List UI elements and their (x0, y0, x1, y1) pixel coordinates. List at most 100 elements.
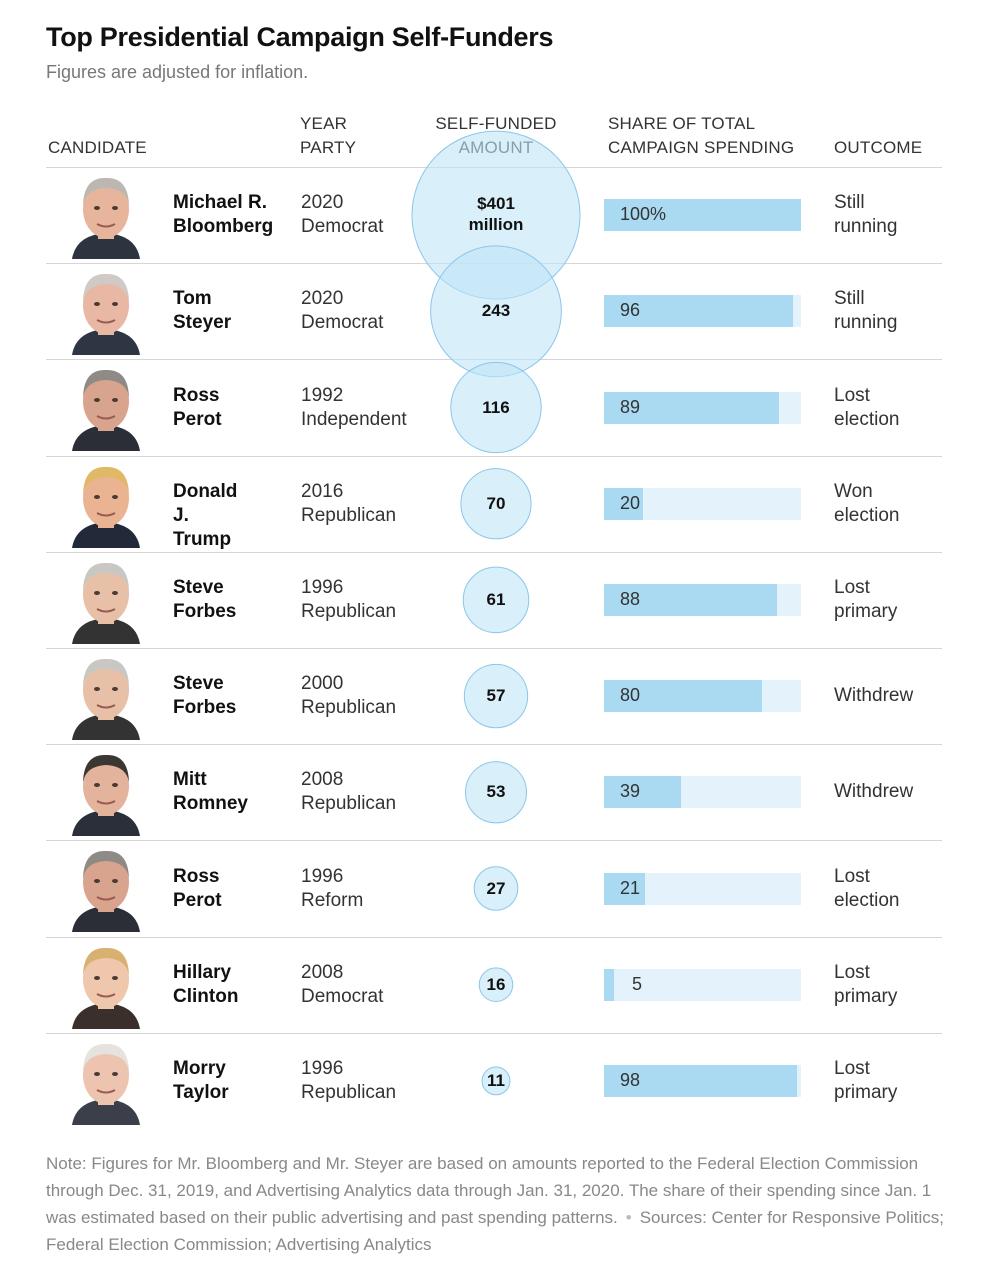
candidate-last-name: Perot (173, 889, 222, 911)
header-year-party: YEAR PARTY (300, 112, 356, 160)
amount-label: 57 (416, 685, 576, 706)
share-bar-track: 88 (604, 583, 801, 616)
party: Democrat (301, 312, 384, 334)
amount-bubble (462, 566, 530, 634)
candidate-last-name: Romney (173, 793, 248, 815)
outcome-line2: running (834, 216, 898, 238)
amount-bubble (460, 468, 532, 540)
year: 2020 (301, 288, 344, 310)
header-share-line1: SHARE OF TOTAL (608, 114, 756, 133)
outcome-line1: Lost (834, 384, 870, 406)
year-party: 2020 Democrat (301, 191, 383, 239)
year-party: 1996 Republican (301, 576, 396, 624)
outcome-line1: Still (834, 192, 865, 214)
candidate-first-name: Hillary (173, 961, 232, 983)
outcome: Withdrew (834, 780, 913, 804)
outcome-line1: Withdrew (834, 781, 914, 803)
party: Republican (301, 600, 397, 622)
candidate-first-name: Steve (173, 673, 224, 695)
year-party: 1996 Republican (301, 1057, 396, 1105)
share-label: 20 (620, 492, 641, 513)
header-outcome: OUTCOME (834, 138, 923, 157)
outcome-line1: Withdrew (834, 685, 914, 707)
outcome: Lost primary (834, 1057, 897, 1105)
outcome-line2: running (834, 312, 898, 334)
amount-label: 27 (416, 878, 576, 899)
year-party: 2016 Republican (301, 480, 396, 528)
candidate-name: Tom Steyer (173, 287, 231, 335)
note-separator: • (625, 1208, 632, 1227)
candidate-last-name: Forbes (173, 697, 237, 719)
outcome: Still running (834, 191, 897, 239)
amount-value: 61 (486, 589, 506, 609)
outcome-line2: primary (834, 600, 898, 622)
candidate-last-name: Forbes (173, 600, 237, 622)
amount-value: 116 (482, 397, 510, 417)
candidate-first-name: Tom (173, 288, 212, 310)
amount-label: $401 million (416, 193, 576, 235)
party: Democrat (301, 985, 384, 1007)
candidate-first-name: Ross (173, 384, 220, 406)
share-label: 88 (620, 588, 641, 609)
year: 2000 (301, 673, 344, 695)
outcome: Withdrew (834, 684, 913, 708)
candidate-last-name: Bloomberg (173, 216, 274, 238)
share-bar-fill (604, 872, 646, 905)
amount-label: 11 (416, 1070, 576, 1091)
year-party: 2020 Democrat (301, 287, 383, 335)
amount-value: 16 (486, 974, 506, 994)
candidate-name: Michael R. Bloomberg (173, 191, 273, 239)
forbes-photo (72, 658, 140, 740)
trump-photo (72, 466, 140, 548)
year: 2016 (301, 480, 344, 502)
year: 2020 (301, 192, 344, 214)
header-share-line2: CAMPAIGN SPENDING (608, 138, 795, 157)
header-year: YEAR (300, 114, 348, 133)
outcome-line2: primary (834, 1081, 898, 1103)
forbes-photo (72, 562, 140, 644)
amount-bubble (478, 967, 514, 1002)
header-party: PARTY (300, 138, 357, 157)
outcome: Lost primary (834, 576, 897, 624)
row-divider (46, 455, 942, 457)
outcome-line1: Lost (834, 961, 870, 983)
candidate-first-name: Donald J. (173, 480, 238, 526)
share-label: 89 (620, 396, 641, 417)
share-bar-track: 20 (604, 487, 801, 520)
steyer-photo (72, 274, 140, 356)
outcome-line1: Lost (834, 865, 870, 887)
amount-label: 16 (416, 974, 576, 995)
year-party: 2000 Republican (301, 672, 396, 720)
outcome-line2: election (834, 408, 900, 430)
outcome-line1: Lost (834, 576, 870, 598)
amount-value: $401 (477, 194, 515, 214)
party: Republican (301, 504, 397, 526)
amount-value: 53 (486, 782, 506, 802)
bloomberg-photo (72, 177, 140, 259)
amount-value: 243 (481, 301, 511, 321)
year-party: 2008 Republican (301, 768, 396, 816)
outcome: Still running (834, 287, 897, 335)
amount-label: 243 (416, 300, 576, 321)
outcome-line1: Won (834, 480, 873, 502)
outcome-line1: Lost (834, 1057, 870, 1079)
share-label: 80 (620, 685, 641, 706)
party: Republican (301, 1081, 397, 1103)
year: 2008 (301, 769, 344, 791)
amount-label: 116 (416, 397, 576, 418)
year: 2008 (301, 961, 344, 983)
row-divider (46, 551, 942, 553)
outcome: Lost election (834, 865, 900, 913)
share-bar-track: 98 (604, 1064, 801, 1097)
outcome-line1: Still (834, 288, 865, 310)
share-bar-track: 89 (604, 391, 801, 424)
share-label: 96 (620, 300, 641, 321)
amount-value: 57 (486, 686, 506, 706)
amount-label: 61 (416, 589, 576, 610)
outcome: Lost election (834, 384, 900, 432)
amount-value: 70 (486, 493, 506, 513)
year-party: 1992 Independent (301, 384, 407, 432)
share-bar-fill (604, 680, 762, 713)
amount-label: 53 (416, 781, 576, 802)
share-label: 98 (620, 1069, 641, 1090)
